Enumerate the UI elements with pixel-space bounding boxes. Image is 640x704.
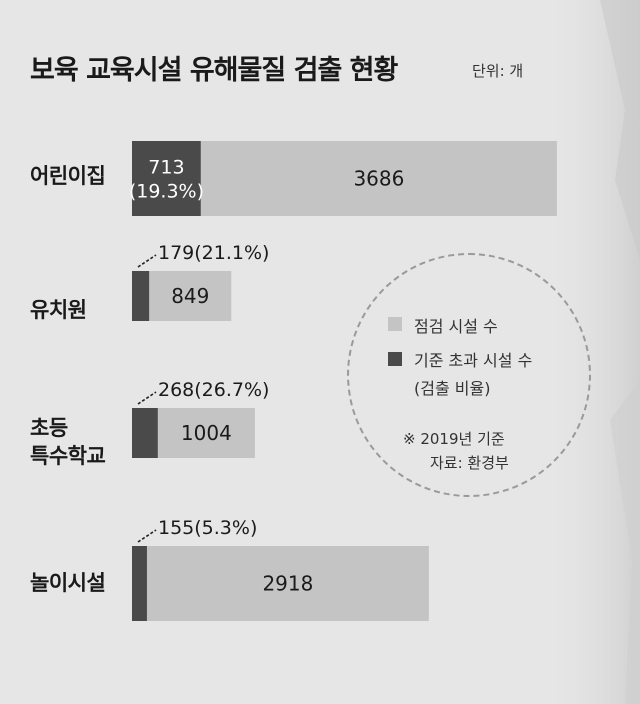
- legend-swatch-exceeded: [388, 352, 402, 366]
- source-note: 자료: 환경부: [430, 454, 509, 472]
- legend-label-checked: 점검 시설 수: [414, 317, 498, 336]
- leader-line-playground: [137, 529, 157, 543]
- bar-checked-kindergarten: [149, 271, 232, 321]
- value-label-checked-playground: 2918: [262, 572, 313, 596]
- legend-swatch-checked: [388, 317, 402, 331]
- leader-line-kindergarten: [137, 254, 157, 268]
- bar-checked-daycare: [200, 141, 557, 216]
- legend-circle: [347, 253, 591, 497]
- leader-line-special-school: [137, 391, 157, 405]
- value-label-exceeded-daycare: 713: [148, 157, 184, 179]
- bar-exceeded-playground: [132, 546, 147, 621]
- category-label-kindergarten: 유치원: [30, 298, 87, 322]
- value-label-exceeded-playground: 155(5.3%): [158, 517, 257, 539]
- category-label-special-school: 특수학교: [30, 444, 106, 468]
- value-label-exceeded-pct-daycare: (19.3%): [129, 181, 204, 203]
- bar-exceeded-special-school: [132, 408, 158, 458]
- chart-title: 보육 교육시설 유해물질 검출 현황: [30, 55, 398, 86]
- value-label-exceeded-kindergarten: 179(21.1%): [158, 242, 269, 264]
- bar-checked-special-school: [157, 408, 255, 458]
- bar-exceeded-kindergarten: [132, 271, 150, 321]
- value-label-checked-special-school: 1004: [181, 421, 232, 445]
- category-label-daycare: 어린이집: [30, 164, 106, 188]
- category-label-playground: 놀이시설: [30, 571, 106, 595]
- bar-checked-playground: [146, 546, 429, 621]
- unit-label: 단위: 개: [472, 62, 524, 80]
- category-label-elementary: 초등: [30, 416, 68, 440]
- base-year-note: ※ 2019년 기준: [403, 430, 505, 448]
- value-label-checked-kindergarten: 849: [171, 284, 209, 308]
- value-label-checked-daycare: 3686: [353, 167, 404, 191]
- value-label-exceeded-special-school: 268(26.7%): [158, 379, 269, 401]
- legend-label-exceeded-ratio: (검출 비율): [414, 379, 491, 398]
- legend-label-exceeded: 기준 초과 시설 수: [414, 351, 533, 370]
- bar-exceeded-daycare: [132, 141, 201, 216]
